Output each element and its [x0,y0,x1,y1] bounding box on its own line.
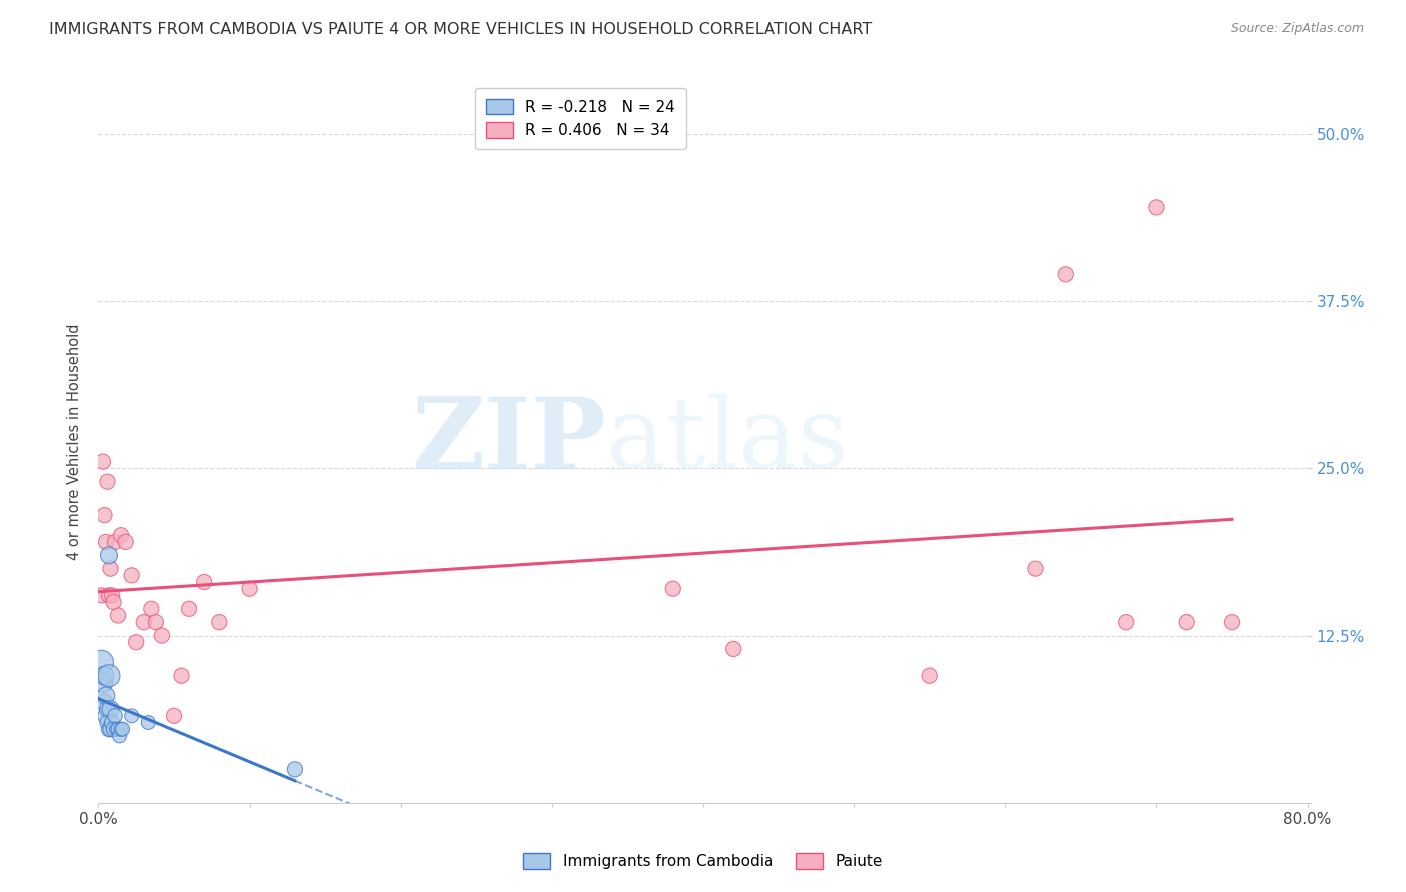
Point [103,723,125,737]
Point [208,615,231,630]
Point [91,455,114,469]
Point [141,602,163,616]
Legend: R = -0.218   N = 24, R = 0.406   N = 34: R = -0.218 N = 24, R = 0.406 N = 34 [475,88,686,149]
Point [121,568,143,582]
Point [110,528,132,542]
Point [101,589,124,603]
Point [107,608,129,623]
Point [90,655,112,669]
Point [93,669,115,683]
Point [94,708,117,723]
Point [170,669,193,683]
Point [96,715,118,730]
Point [96,475,118,489]
Point [723,642,745,657]
Point [111,723,134,737]
Point [104,708,127,723]
Point [100,562,122,576]
Point [98,669,121,683]
Point [93,508,115,523]
Point [1054,268,1077,282]
Point [104,534,127,549]
Text: atlas: atlas [606,393,849,490]
Point [107,723,129,737]
Point [100,702,122,716]
Point [918,669,941,683]
Point [163,708,186,723]
Point [114,534,136,549]
Point [1115,615,1137,630]
Point [193,575,215,590]
Point [108,729,131,743]
Point [98,548,121,563]
Point [105,723,128,737]
Point [1220,615,1243,630]
Point [96,702,118,716]
Text: IMMIGRANTS FROM CAMBODIA VS PAIUTE 4 OR MORE VEHICLES IN HOUSEHOLD CORRELATION C: IMMIGRANTS FROM CAMBODIA VS PAIUTE 4 OR … [49,22,873,37]
Point [121,708,143,723]
Point [93,696,115,710]
Point [110,723,132,737]
Point [103,595,125,609]
Text: ZIP: ZIP [412,393,606,490]
Legend: Immigrants from Cambodia, Paiute: Immigrants from Cambodia, Paiute [517,847,889,875]
Point [94,689,117,703]
Point [661,582,683,596]
Point [1024,562,1046,576]
Point [132,615,155,630]
Point [98,589,121,603]
Point [145,615,167,630]
Point [90,589,112,603]
Point [136,715,159,730]
Point [179,602,201,616]
Point [1144,201,1167,215]
Point [284,762,307,776]
Point [91,675,114,690]
Point [150,628,173,642]
Point [94,534,117,549]
Y-axis label: 4 or more Vehicles in Household: 4 or more Vehicles in Household [67,323,83,560]
Point [98,723,121,737]
Point [100,723,122,737]
Point [101,715,124,730]
Text: Source: ZipAtlas.com: Source: ZipAtlas.com [1230,22,1364,36]
Point [239,582,262,596]
Point [125,635,148,649]
Point [1175,615,1198,630]
